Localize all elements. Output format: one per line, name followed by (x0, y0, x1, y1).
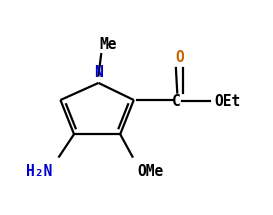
Text: O: O (176, 50, 184, 65)
Text: H₂N: H₂N (26, 164, 52, 179)
Text: OEt: OEt (214, 94, 240, 109)
Text: C: C (171, 94, 180, 109)
Text: OMe: OMe (138, 164, 164, 179)
Text: N: N (94, 65, 103, 80)
Text: Me: Me (99, 37, 117, 52)
